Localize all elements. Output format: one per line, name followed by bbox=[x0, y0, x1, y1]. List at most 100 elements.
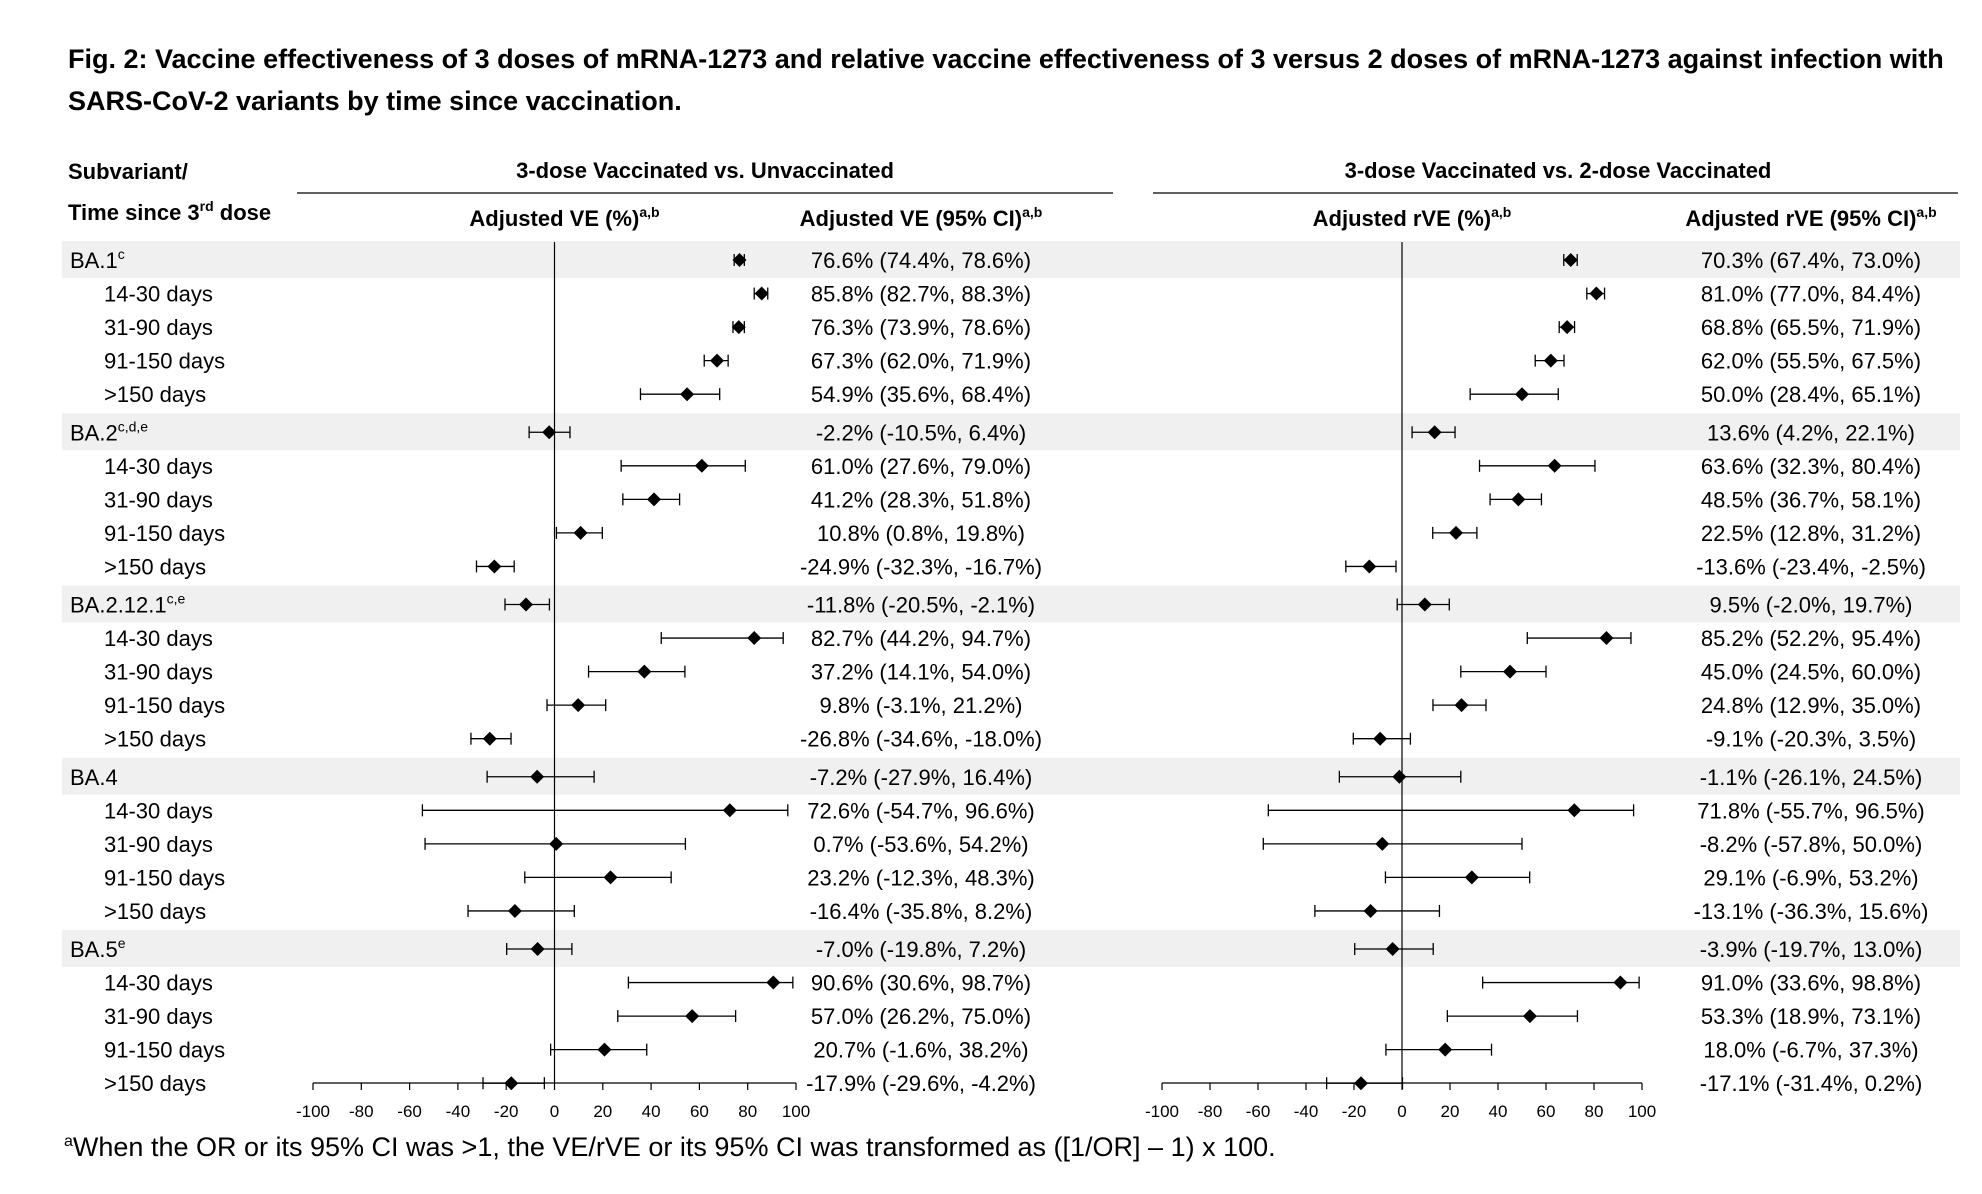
group-band bbox=[62, 930, 1960, 967]
time-since-dose-label: 91-150 days bbox=[104, 693, 225, 718]
ci-value-label: 68.8% (65.5%, 71.9%) bbox=[1701, 315, 1921, 340]
x-tick-label: -40 bbox=[446, 1102, 471, 1121]
ci-value-label: -13.1% (-36.3%, 15.6%) bbox=[1694, 899, 1929, 924]
time-since-dose-label: 31-90 days bbox=[104, 487, 213, 512]
time-since-dose-label: 31-90 days bbox=[104, 660, 213, 685]
estimate-marker bbox=[1547, 458, 1562, 473]
group-bands bbox=[62, 241, 1960, 967]
estimate-marker bbox=[1385, 942, 1400, 956]
estimate-marker bbox=[1522, 1009, 1537, 1024]
time-since-dose-label: 91-150 days bbox=[104, 1038, 225, 1063]
estimate-marker bbox=[1599, 631, 1614, 646]
ci-value-label: -7.0% (-19.8%, 7.2%) bbox=[816, 937, 1026, 962]
estimate-marker bbox=[1373, 731, 1388, 746]
ci-value-label: -7.2% (-27.9%, 16.4%) bbox=[810, 765, 1033, 790]
subvariant-label: BA.2c,d,e bbox=[70, 418, 148, 445]
ci-value-label: 71.8% (-55.7%, 96.5%) bbox=[1697, 798, 1924, 823]
estimate-marker bbox=[1362, 559, 1377, 574]
time-since-dose-label: 91-150 days bbox=[104, 521, 225, 546]
column-headers: Subvariant/Time since 3rd dose 3-dose Vac… bbox=[68, 158, 1958, 231]
time-since-dose-label: 31-90 days bbox=[104, 832, 213, 857]
panel-group-title: 3-dose Vaccinated vs. Unvaccinated bbox=[516, 158, 894, 183]
time-since-dose-label: >150 days bbox=[104, 382, 206, 407]
subvariant-label: BA.5e bbox=[70, 935, 126, 962]
subvariant-label: BA.4 bbox=[70, 765, 118, 790]
estimate-marker bbox=[482, 731, 497, 746]
ci-value-label: -8.2% (-57.8%, 50.0%) bbox=[1700, 832, 1923, 857]
ci-column-label: Adjusted rVE (95% CI)a,b bbox=[1685, 204, 1936, 231]
estimate-marker bbox=[1454, 698, 1469, 713]
ci-value-label: 70.3% (67.4%, 73.0%) bbox=[1701, 248, 1921, 273]
estimate-marker bbox=[1613, 975, 1628, 990]
plot-column-label: Adjusted VE (%)a,b bbox=[469, 204, 659, 231]
group-band bbox=[62, 757, 1960, 795]
ci-value-label: 41.2% (28.3%, 51.8%) bbox=[811, 487, 1031, 512]
time-since-dose-label: >150 days bbox=[104, 1071, 206, 1096]
ci-value-label: -13.6% (-23.4%, -2.5%) bbox=[1696, 554, 1926, 579]
estimate-marker bbox=[507, 903, 522, 918]
plot-column-label: Adjusted rVE (%)a,b bbox=[1313, 204, 1512, 231]
ci-value-label: 76.3% (73.9%, 78.6%) bbox=[811, 315, 1031, 340]
ci-value-label: 20.7% (-1.6%, 38.2%) bbox=[813, 1038, 1028, 1063]
x-tick-label: 80 bbox=[738, 1102, 757, 1121]
ci-value-label: -16.4% (-35.8%, 8.2%) bbox=[810, 899, 1033, 924]
estimate-marker bbox=[1567, 803, 1582, 818]
x-tick-label: -20 bbox=[494, 1102, 519, 1121]
x-tick-label: 60 bbox=[1537, 1102, 1556, 1121]
ci-value-label: 23.2% (-12.3%, 48.3%) bbox=[807, 865, 1034, 890]
row-header-line1: Subvariant/ bbox=[68, 159, 188, 184]
x-tick-label: -40 bbox=[1294, 1102, 1319, 1121]
subvariant-label: BA.1c bbox=[70, 246, 125, 273]
estimate-marker bbox=[487, 559, 502, 574]
estimate-marker bbox=[1375, 836, 1390, 851]
ci-value-label: 0.7% (-53.6%, 54.2%) bbox=[813, 832, 1028, 857]
ci-value-label: 85.2% (52.2%, 95.4%) bbox=[1701, 626, 1921, 651]
estimate-marker bbox=[680, 387, 695, 402]
ci-value-label: 54.9% (35.6%, 68.4%) bbox=[811, 382, 1031, 407]
ci-value-label: 72.6% (-54.7%, 96.6%) bbox=[807, 798, 1034, 823]
x-tick-label: -100 bbox=[1145, 1102, 1179, 1121]
ci-value-label: 57.0% (26.2%, 75.0%) bbox=[811, 1004, 1031, 1029]
figure-title: Fig. 2: Vaccine effectiveness of 3 doses… bbox=[68, 44, 1944, 116]
estimate-marker bbox=[530, 769, 545, 784]
time-since-dose-label: >150 days bbox=[104, 727, 206, 752]
x-tick-label: 0 bbox=[1397, 1102, 1406, 1121]
ci-value-label: -26.8% (-34.6%, -18.0%) bbox=[800, 727, 1042, 752]
ci-value-label: 24.8% (12.9%, 35.0%) bbox=[1701, 693, 1921, 718]
estimate-marker bbox=[1560, 320, 1575, 335]
estimate-marker bbox=[754, 286, 769, 301]
time-since-dose-label: >150 days bbox=[104, 554, 206, 579]
time-since-dose-label: 91-150 days bbox=[104, 349, 225, 374]
x-tick-label: 20 bbox=[1441, 1102, 1460, 1121]
estimate-marker bbox=[731, 320, 746, 335]
ci-value-label: 13.6% (4.2%, 22.1%) bbox=[1707, 420, 1915, 445]
x-tick-label: 40 bbox=[1489, 1102, 1508, 1121]
group-band bbox=[62, 585, 1960, 623]
time-since-dose-label: 14-30 days bbox=[104, 798, 213, 823]
x-tick-label: -20 bbox=[1342, 1102, 1367, 1121]
estimate-marker bbox=[530, 942, 545, 956]
estimate-marker bbox=[571, 698, 586, 713]
estimate-marker bbox=[732, 253, 747, 267]
ci-value-label: -9.1% (-20.3%, 3.5%) bbox=[1706, 727, 1916, 752]
estimate-marker bbox=[573, 525, 588, 540]
estimate-marker bbox=[694, 458, 709, 473]
panel-group-title: 3-dose Vaccinated vs. 2-dose Vaccinated bbox=[1345, 158, 1772, 183]
forest-plot: Subvariant/Time since 3rd dose 3-dose Vac… bbox=[62, 158, 1960, 1121]
time-since-dose-label: 14-30 days bbox=[104, 282, 213, 307]
x-tick-label: 40 bbox=[642, 1102, 661, 1121]
time-since-dose-label: 31-90 days bbox=[104, 1004, 213, 1029]
ci-value-label: 81.0% (77.0%, 84.4%) bbox=[1701, 282, 1921, 307]
estimate-marker bbox=[766, 975, 781, 990]
ci-value-label: 9.5% (-2.0%, 19.7%) bbox=[1710, 593, 1913, 618]
group-band bbox=[62, 241, 1960, 278]
ci-value-label: 62.0% (55.5%, 67.5%) bbox=[1701, 349, 1921, 374]
ci-value-label: -24.9% (-32.3%, -16.7%) bbox=[800, 554, 1042, 579]
ci-value-label: -11.8% (-20.5%, -2.1%) bbox=[807, 593, 1035, 618]
estimate-marker bbox=[542, 425, 557, 440]
estimate-marker bbox=[597, 1042, 612, 1057]
estimate-marker bbox=[1438, 1042, 1453, 1057]
x-tick-label: -80 bbox=[349, 1102, 374, 1121]
time-since-dose-label: 14-30 days bbox=[104, 626, 213, 651]
estimate-marker bbox=[646, 492, 661, 507]
